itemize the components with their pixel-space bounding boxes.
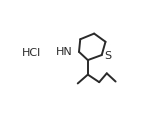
Text: HCl: HCl: [21, 48, 41, 58]
Text: HN: HN: [56, 47, 73, 57]
Text: S: S: [104, 51, 112, 61]
